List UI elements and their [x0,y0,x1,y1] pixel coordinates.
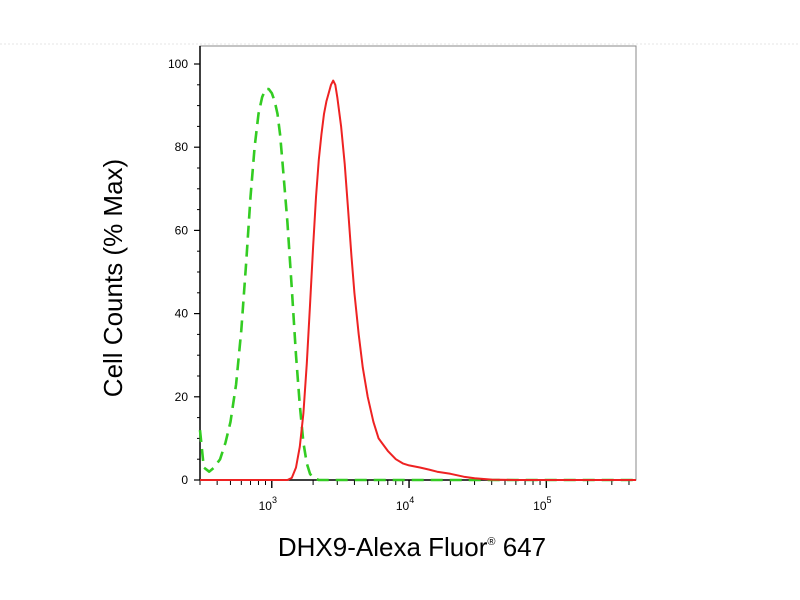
plot-frame [199,45,637,481]
y-tick-label: 80 [175,140,189,154]
y-tick-label: 100 [168,57,188,71]
series-line-1-solid [200,79,636,481]
x-tick-base: 10 [259,499,273,513]
y-tick-label: 20 [175,390,189,404]
x-axis-title-sup: ® [487,536,495,548]
y-axis-title: Cell Counts (% Max) [98,159,128,397]
y-tick-label: 0 [181,473,188,487]
x-tick-label: 103 [259,495,277,513]
x-tick-exponent: 3 [272,495,277,505]
x-tick-exponent: 4 [409,495,414,505]
series-layer [198,79,636,482]
x-tick-label: 105 [533,495,551,513]
x-tick-base: 10 [396,499,410,513]
x-tick-label: 104 [396,495,414,513]
x-tick-exponent: 5 [547,495,552,505]
x-axis-title-main: DHX9-Alexa Fluor [278,532,488,562]
y-tick-label: 40 [175,307,189,321]
y-axis-ticks: 0 20 40 60 80 100 [168,57,200,487]
series-line-0-dashed [198,87,636,482]
x-tick-base: 10 [533,499,547,513]
x-axis-title: DHX9-Alexa Fluor® 647 [278,532,546,562]
x-axis-title-suffix: 647 [496,532,547,562]
x-axis-ticks: 103 104 105 [199,480,630,513]
y-tick-label: 60 [175,223,189,237]
